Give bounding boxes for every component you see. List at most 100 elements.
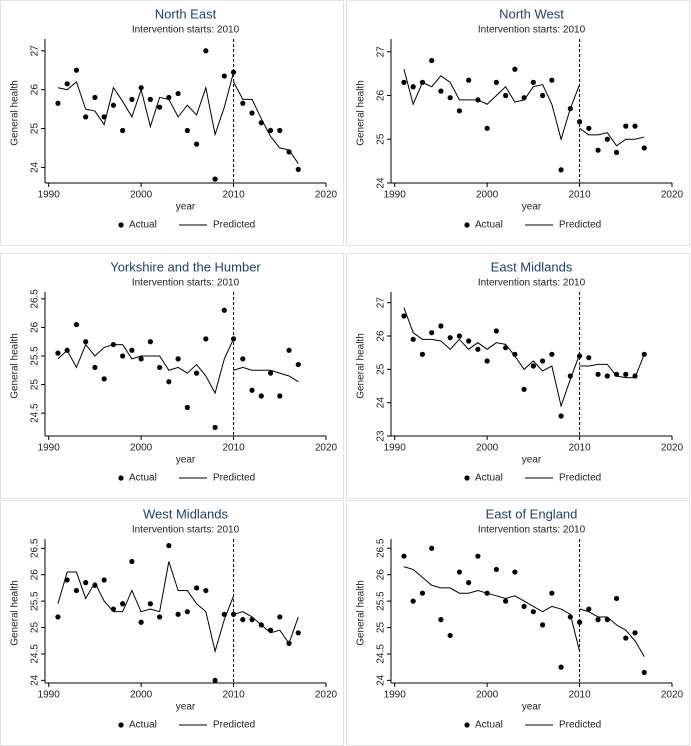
actual-point (166, 543, 172, 549)
actual-point (512, 351, 518, 357)
legend-label: Predicted (559, 220, 601, 231)
actual-point (447, 335, 453, 341)
x-tick-label: 2020 (661, 190, 684, 201)
chart-panel: East of England Intervention starts: 2010… (346, 500, 690, 746)
actual-point (595, 617, 601, 623)
actual-point (401, 313, 407, 319)
y-tick-label: 25 (30, 622, 41, 634)
y-tick-label: 23 (376, 430, 387, 442)
actual-point (92, 364, 98, 371)
panel-subtitle: Intervention starts: 2010 (132, 25, 240, 36)
actual-point (576, 619, 583, 625)
actual-point (73, 67, 80, 73)
y-tick-label: 24 (30, 161, 41, 173)
actual-point (295, 166, 301, 172)
y-tick-label: 24 (30, 674, 41, 686)
actual-point (438, 88, 444, 94)
actual-point (623, 123, 629, 129)
actual-point (438, 617, 444, 623)
y-axis-label: General health (356, 80, 367, 146)
actual-point (175, 356, 181, 362)
x-tick-label: 2010 (568, 690, 591, 701)
y-tick-label: 26.5 (30, 289, 41, 309)
actual-point (493, 328, 499, 334)
chart-panel: North West Intervention starts: 2010 24 25 2… (346, 0, 690, 246)
actual-point (484, 125, 490, 131)
y-axis-label: General health (10, 333, 21, 399)
actual-point (166, 379, 172, 385)
y-tick-label: 24 (376, 397, 387, 409)
actual-point (586, 125, 592, 131)
legend-marker (464, 222, 470, 228)
x-tick-label: 2010 (222, 690, 245, 701)
actual-point (83, 339, 89, 345)
panel-subtitle: Intervention starts: 2010 (132, 525, 240, 536)
actual-point (456, 108, 463, 114)
actual-point (110, 102, 117, 108)
y-tick-label: 25 (30, 123, 41, 135)
actual-point (101, 376, 107, 382)
actual-point (212, 677, 218, 683)
actual-point (120, 127, 126, 134)
chart-panel: West Midlands Intervention starts: 2010 24… (0, 500, 344, 746)
legend-marker (464, 475, 470, 481)
actual-point (466, 338, 472, 344)
actual-point (295, 361, 301, 368)
y-tick-label: 26.5 (30, 538, 41, 558)
actual-point (138, 356, 144, 362)
actual-point (286, 149, 292, 155)
x-axis-label: year (176, 702, 196, 713)
legend-label: Actual (129, 473, 157, 484)
x-tick-label: 2020 (661, 690, 684, 701)
legend-label: Actual (475, 473, 503, 484)
actual-point (410, 84, 416, 90)
chart-panel: Yorkshire and the Humber Intervention sta… (0, 253, 344, 499)
x-axis-label: year (176, 455, 196, 466)
actual-point (558, 413, 564, 419)
actual-point (230, 336, 237, 342)
actual-point (203, 336, 209, 342)
actual-point (604, 136, 610, 142)
x-tick-label: 2020 (315, 690, 338, 701)
actual-point (55, 350, 61, 356)
x-tick-label: 2020 (315, 190, 338, 201)
actual-point (147, 96, 153, 102)
actual-point (604, 617, 610, 623)
y-tick-label: 25 (30, 379, 41, 391)
actual-point (512, 569, 518, 575)
legend-label: Actual (475, 720, 503, 731)
x-tick-label: 2000 (476, 443, 499, 454)
legend-label: Predicted (213, 473, 255, 484)
chart-panel: North East Intervention starts: 2010 24 25 2… (0, 0, 344, 246)
y-tick-label: 26 (30, 321, 41, 333)
panel-title: East of England (486, 506, 578, 521)
y-tick-label: 27 (376, 46, 387, 58)
actual-point (92, 94, 98, 101)
actual-point (55, 614, 61, 620)
actual-point (623, 371, 629, 377)
x-tick-label: 2000 (130, 190, 153, 201)
actual-point (73, 321, 80, 328)
actual-point (138, 619, 144, 625)
actual-point (401, 79, 407, 85)
predicted-line (403, 566, 645, 657)
y-tick-label: 25 (376, 363, 387, 375)
panel-title: North East (155, 6, 217, 21)
panel-subtitle: Intervention starts: 2010 (478, 525, 586, 536)
x-axis-label: year (522, 202, 542, 213)
actual-point (586, 355, 592, 361)
actual-point (193, 585, 200, 591)
actual-point (193, 370, 200, 376)
y-tick-label: 24 (376, 674, 387, 686)
actual-point (64, 81, 70, 87)
x-tick-label: 2000 (476, 690, 499, 701)
actual-point (240, 617, 246, 623)
actual-point (101, 577, 107, 583)
actual-point (249, 387, 255, 393)
actual-point (595, 371, 601, 377)
x-tick-label: 1990 (384, 690, 407, 701)
actual-point (475, 553, 481, 559)
x-tick-label: 2010 (222, 443, 245, 454)
x-axis-label: year (176, 202, 196, 213)
